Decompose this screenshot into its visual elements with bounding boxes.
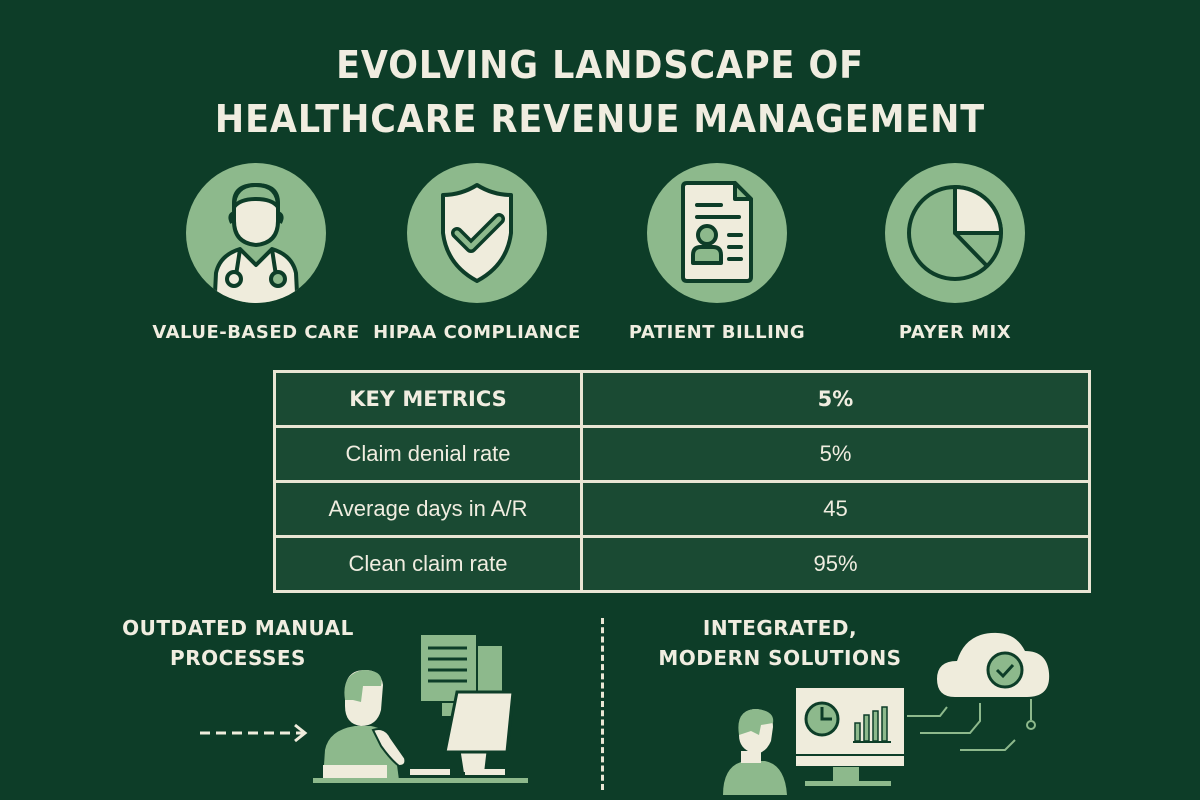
cloud-dashboard-icon (723, 632, 1050, 795)
table-header-row: KEY METRICS 5% (273, 370, 1091, 428)
topic-hipaa-compliance: HIPAA COMPLIANCE (357, 163, 597, 343)
header-value: 5% (580, 370, 1091, 428)
title-line-1: EVOLVING LANDSCAPE OF (336, 43, 864, 87)
label-line: INTEGRATED, (702, 616, 858, 640)
topic-label: HIPAA COMPLIANCE (373, 322, 581, 343)
pie-chart-icon (885, 163, 1025, 303)
metric-value: 95% (580, 535, 1091, 593)
metric-label: Claim denial rate (273, 425, 583, 483)
person-at-computer-icon (200, 633, 528, 783)
page-title: EVOLVING LANDSCAPE OF HEALTHCARE REVENUE… (48, 38, 1152, 146)
metric-value: 45 (580, 480, 1091, 538)
metric-value: 5% (580, 425, 1091, 483)
doctor-icon (186, 163, 326, 303)
label-line: OUTDATED MANUAL (122, 616, 354, 640)
title-line-2: HEALTHCARE REVENUE MANAGEMENT (214, 97, 986, 141)
topic-label: PATIENT BILLING (628, 322, 806, 343)
document-patient-icon (647, 163, 787, 303)
table-row: Clean claim rate 95% (273, 535, 1091, 593)
header-label: KEY METRICS (273, 370, 583, 428)
topic-patient-billing: PATIENT BILLING (597, 163, 837, 343)
table-row: Average days in A/R 45 (273, 480, 1091, 538)
topic-value-based-care: VALUE-BASED CARE (136, 163, 376, 343)
topic-label: VALUE-BASED CARE (152, 322, 360, 343)
outdated-processes-label: OUTDATED MANUAL PROCESSES (108, 613, 368, 673)
table-row: Claim denial rate 5% (273, 425, 1091, 483)
topic-payer-mix: PAYER MIX (835, 163, 1075, 343)
shield-check-icon (407, 163, 547, 303)
label-line: PROCESSES (170, 646, 306, 670)
label-line: MODERN SOLUTIONS (658, 646, 902, 670)
key-metrics-table: KEY METRICS 5% Claim denial rate 5% Aver… (273, 370, 1091, 593)
section-divider (601, 618, 604, 790)
metric-label: Clean claim rate (273, 535, 583, 593)
metric-label: Average days in A/R (273, 480, 583, 538)
topic-label: PAYER MIX (898, 322, 1012, 343)
modern-solutions-label: INTEGRATED, MODERN SOLUTIONS (650, 613, 910, 673)
